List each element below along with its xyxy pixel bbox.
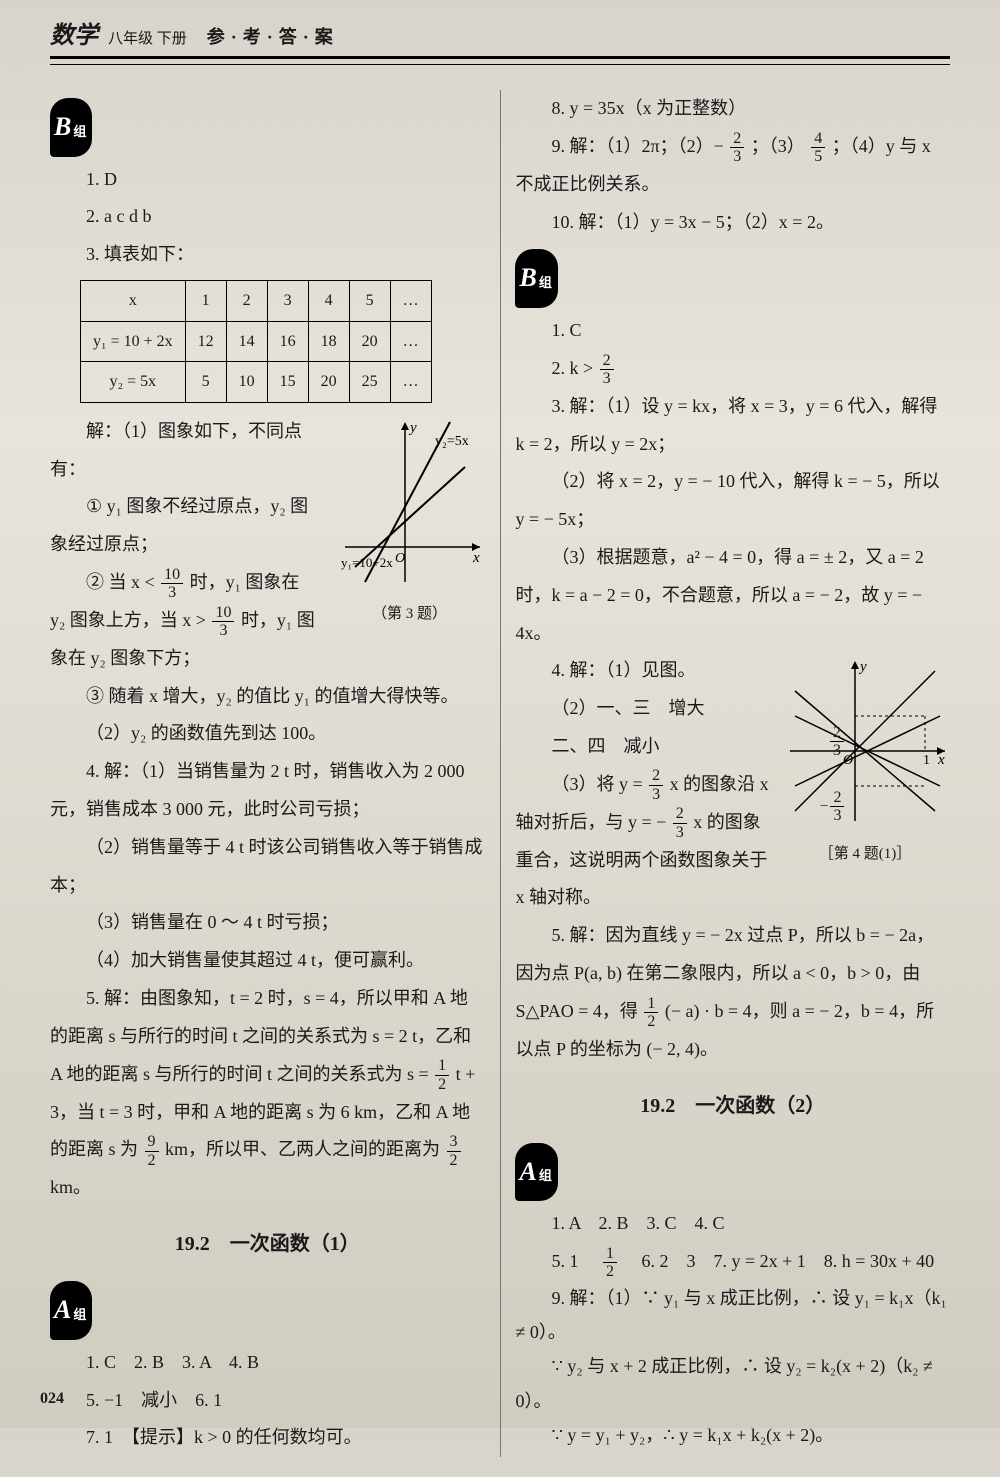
graph-4-svg: y x O 1 <box>780 656 950 826</box>
left-a-line1: 1. C 2. B 3. A 4. B <box>50 1344 485 1382</box>
right-b-3-2: （2）将 x = 2，y = − 10 代入，解得 k = − 5，所以 y =… <box>515 463 950 539</box>
badge-b-left: B组 <box>50 98 92 157</box>
figure-4: y x O 1 23 −23 ［第 4 题(1)］ <box>780 656 950 870</box>
answers-label: 参·考·答·案 <box>207 23 339 49</box>
right-a-line4: ∵ y₂ 与 x + 2 成正比例，∴ 设 y₂ = k₂(x + 2)（k₂ … <box>515 1349 950 1417</box>
left-b-3-p2e: 象在 y₂ 图象下方； <box>50 640 485 678</box>
grade-label: 八年级 下册 <box>108 27 187 48</box>
svg-text:y₂=5x: y₂=5x <box>435 434 469 449</box>
right-b-5: 5. 解：因为直线 y = − 2x 过点 P，所以 b = − 2a，因为点 … <box>515 917 950 1068</box>
header-rule-thin <box>50 64 950 65</box>
badge-b-right: B组 <box>515 249 557 308</box>
fraction: 92 <box>145 1133 159 1169</box>
svg-text:y: y <box>408 420 417 436</box>
page-number: 024 <box>40 1390 64 1408</box>
right-b-3-1: 3. 解：（1）设 y = kx，将 x = 3，y = 6 代入，解得 k =… <box>515 388 950 464</box>
svg-text:O: O <box>843 753 853 768</box>
right-a-line5: ∵ y = y₁ + y₂，∴ y = k₁x + k₂(x + 2)。 <box>515 1418 950 1452</box>
page-header: 数学 八年级 下册 参·考·答·案 <box>50 15 950 50</box>
left-a-line2: 5. −1 减小 6. 1 <box>50 1382 485 1420</box>
table-row: y₂ = 5x 5 10 15 20 25 … <box>81 362 432 403</box>
svg-text:y: y <box>858 659 867 675</box>
fraction: 23 <box>830 724 844 760</box>
left-b-4-1: 4. 解：（1）当销售量为 2 t 时，销售收入为 2 000 元，销售成本 3… <box>50 753 485 829</box>
fraction: 23 <box>730 130 744 166</box>
left-b-3-p3: ③ 随着 x 增大，y₂ 的值比 y₁ 的值增大得快等。 <box>50 678 485 716</box>
right-b-3-3: （3）根据题意，a² − 4 = 0，得 a = ± 2，又 a = 2 时，k… <box>515 539 950 652</box>
fraction: 23 <box>600 352 614 388</box>
svg-text:x: x <box>472 550 480 566</box>
left-a-line3: 7. 1 【提示】k > 0 的任何数均可。 <box>50 1419 485 1457</box>
figure-3-caption: （第 3 题） <box>335 599 485 631</box>
header-rule-thick <box>50 56 950 59</box>
fraction: 23 <box>830 789 844 825</box>
figure-4-caption: ［第 4 题(1)］ <box>780 839 950 871</box>
section-19-2-1: 19.2 一次函数（1） <box>50 1223 485 1265</box>
left-b-4-3: （3）销售量在 0 ～ 4 t 时亏损； <box>50 904 485 942</box>
left-b-2: 2. a c d b <box>50 198 485 236</box>
right-top-8: 8. y = 35x（x 为正整数） <box>515 90 950 128</box>
left-b-3: 3. 填表如下： <box>50 236 485 274</box>
svg-text:O: O <box>395 551 405 566</box>
graph-3-svg: y x O y₂=5x y₁=10+2x <box>335 417 485 587</box>
left-b-5: 5. 解：由图象知，t = 2 时，s = 4，所以甲和 A 地的距离 s 与所… <box>50 980 485 1207</box>
fraction: 103 <box>212 604 234 640</box>
right-top-9: 9. 解：（1）2π；（2）− 23 ；（3） 45 ；（4）y 与 x 不成正… <box>515 128 950 204</box>
right-a-line2: 5. 1 12 6. 2 3 7. y = 2x + 1 8. h = 30x … <box>515 1243 950 1281</box>
fraction: 12 <box>603 1245 617 1281</box>
svg-text:y₁=10+2x: y₁=10+2x <box>341 555 393 570</box>
left-b-4-4: （4）加大销售量使其超过 4 t，便可赢利。 <box>50 942 485 980</box>
fraction: 103 <box>161 566 183 602</box>
column-divider <box>500 90 501 1457</box>
figure-3: y x O y₂=5x y₁=10+2x （第 3 题） <box>335 417 485 631</box>
subject-label: 数学 <box>50 15 98 50</box>
right-a-line3: 9. 解：（1）∵ y₁ 与 x 成正比例，∴ 设 y₁ = k₁x（k₁ ≠ … <box>515 1281 950 1349</box>
left-b-3-2: （2）y₂ 的函数值先到达 100。 <box>50 715 485 753</box>
right-b-2: 2. k > 23 <box>515 350 950 388</box>
left-column: B组 1. D 2. a c d b 3. 填表如下： x 1 2 3 4 5 … <box>50 90 485 1457</box>
right-top-10: 10. 解：（1）y = 3x − 5；（2）x = 2。 <box>515 204 950 242</box>
fraction: 23 <box>673 805 687 841</box>
data-table: x 1 2 3 4 5 … y₁ = 10 + 2x 12 14 16 18 2… <box>80 280 432 403</box>
fraction: 12 <box>435 1057 449 1093</box>
badge-a-right: A组 <box>515 1143 557 1202</box>
table-row: y₁ = 10 + 2x 12 14 16 18 20 … <box>81 321 432 362</box>
fraction: 23 <box>649 767 663 803</box>
fraction: 45 <box>811 130 825 166</box>
left-b-4-2: （2）销售量等于 4 t 时该公司销售收入等于销售成本； <box>50 829 485 905</box>
section-19-2-2: 19.2 一次函数（2） <box>515 1085 950 1127</box>
right-b-1: 1. C <box>515 312 950 350</box>
fraction: 12 <box>644 995 658 1031</box>
right-a-line1: 1. A 2. B 3. C 4. C <box>515 1205 950 1243</box>
right-column: 8. y = 35x（x 为正整数） 9. 解：（1）2π；（2）− 23 ；（… <box>515 90 950 1457</box>
badge-a-left: A组 <box>50 1281 92 1340</box>
left-b-1: 1. D <box>50 161 485 199</box>
table-row: x 1 2 3 4 5 … <box>81 280 432 321</box>
svg-text:1: 1 <box>923 753 930 768</box>
fraction: 32 <box>447 1133 461 1169</box>
svg-text:x: x <box>937 752 945 768</box>
